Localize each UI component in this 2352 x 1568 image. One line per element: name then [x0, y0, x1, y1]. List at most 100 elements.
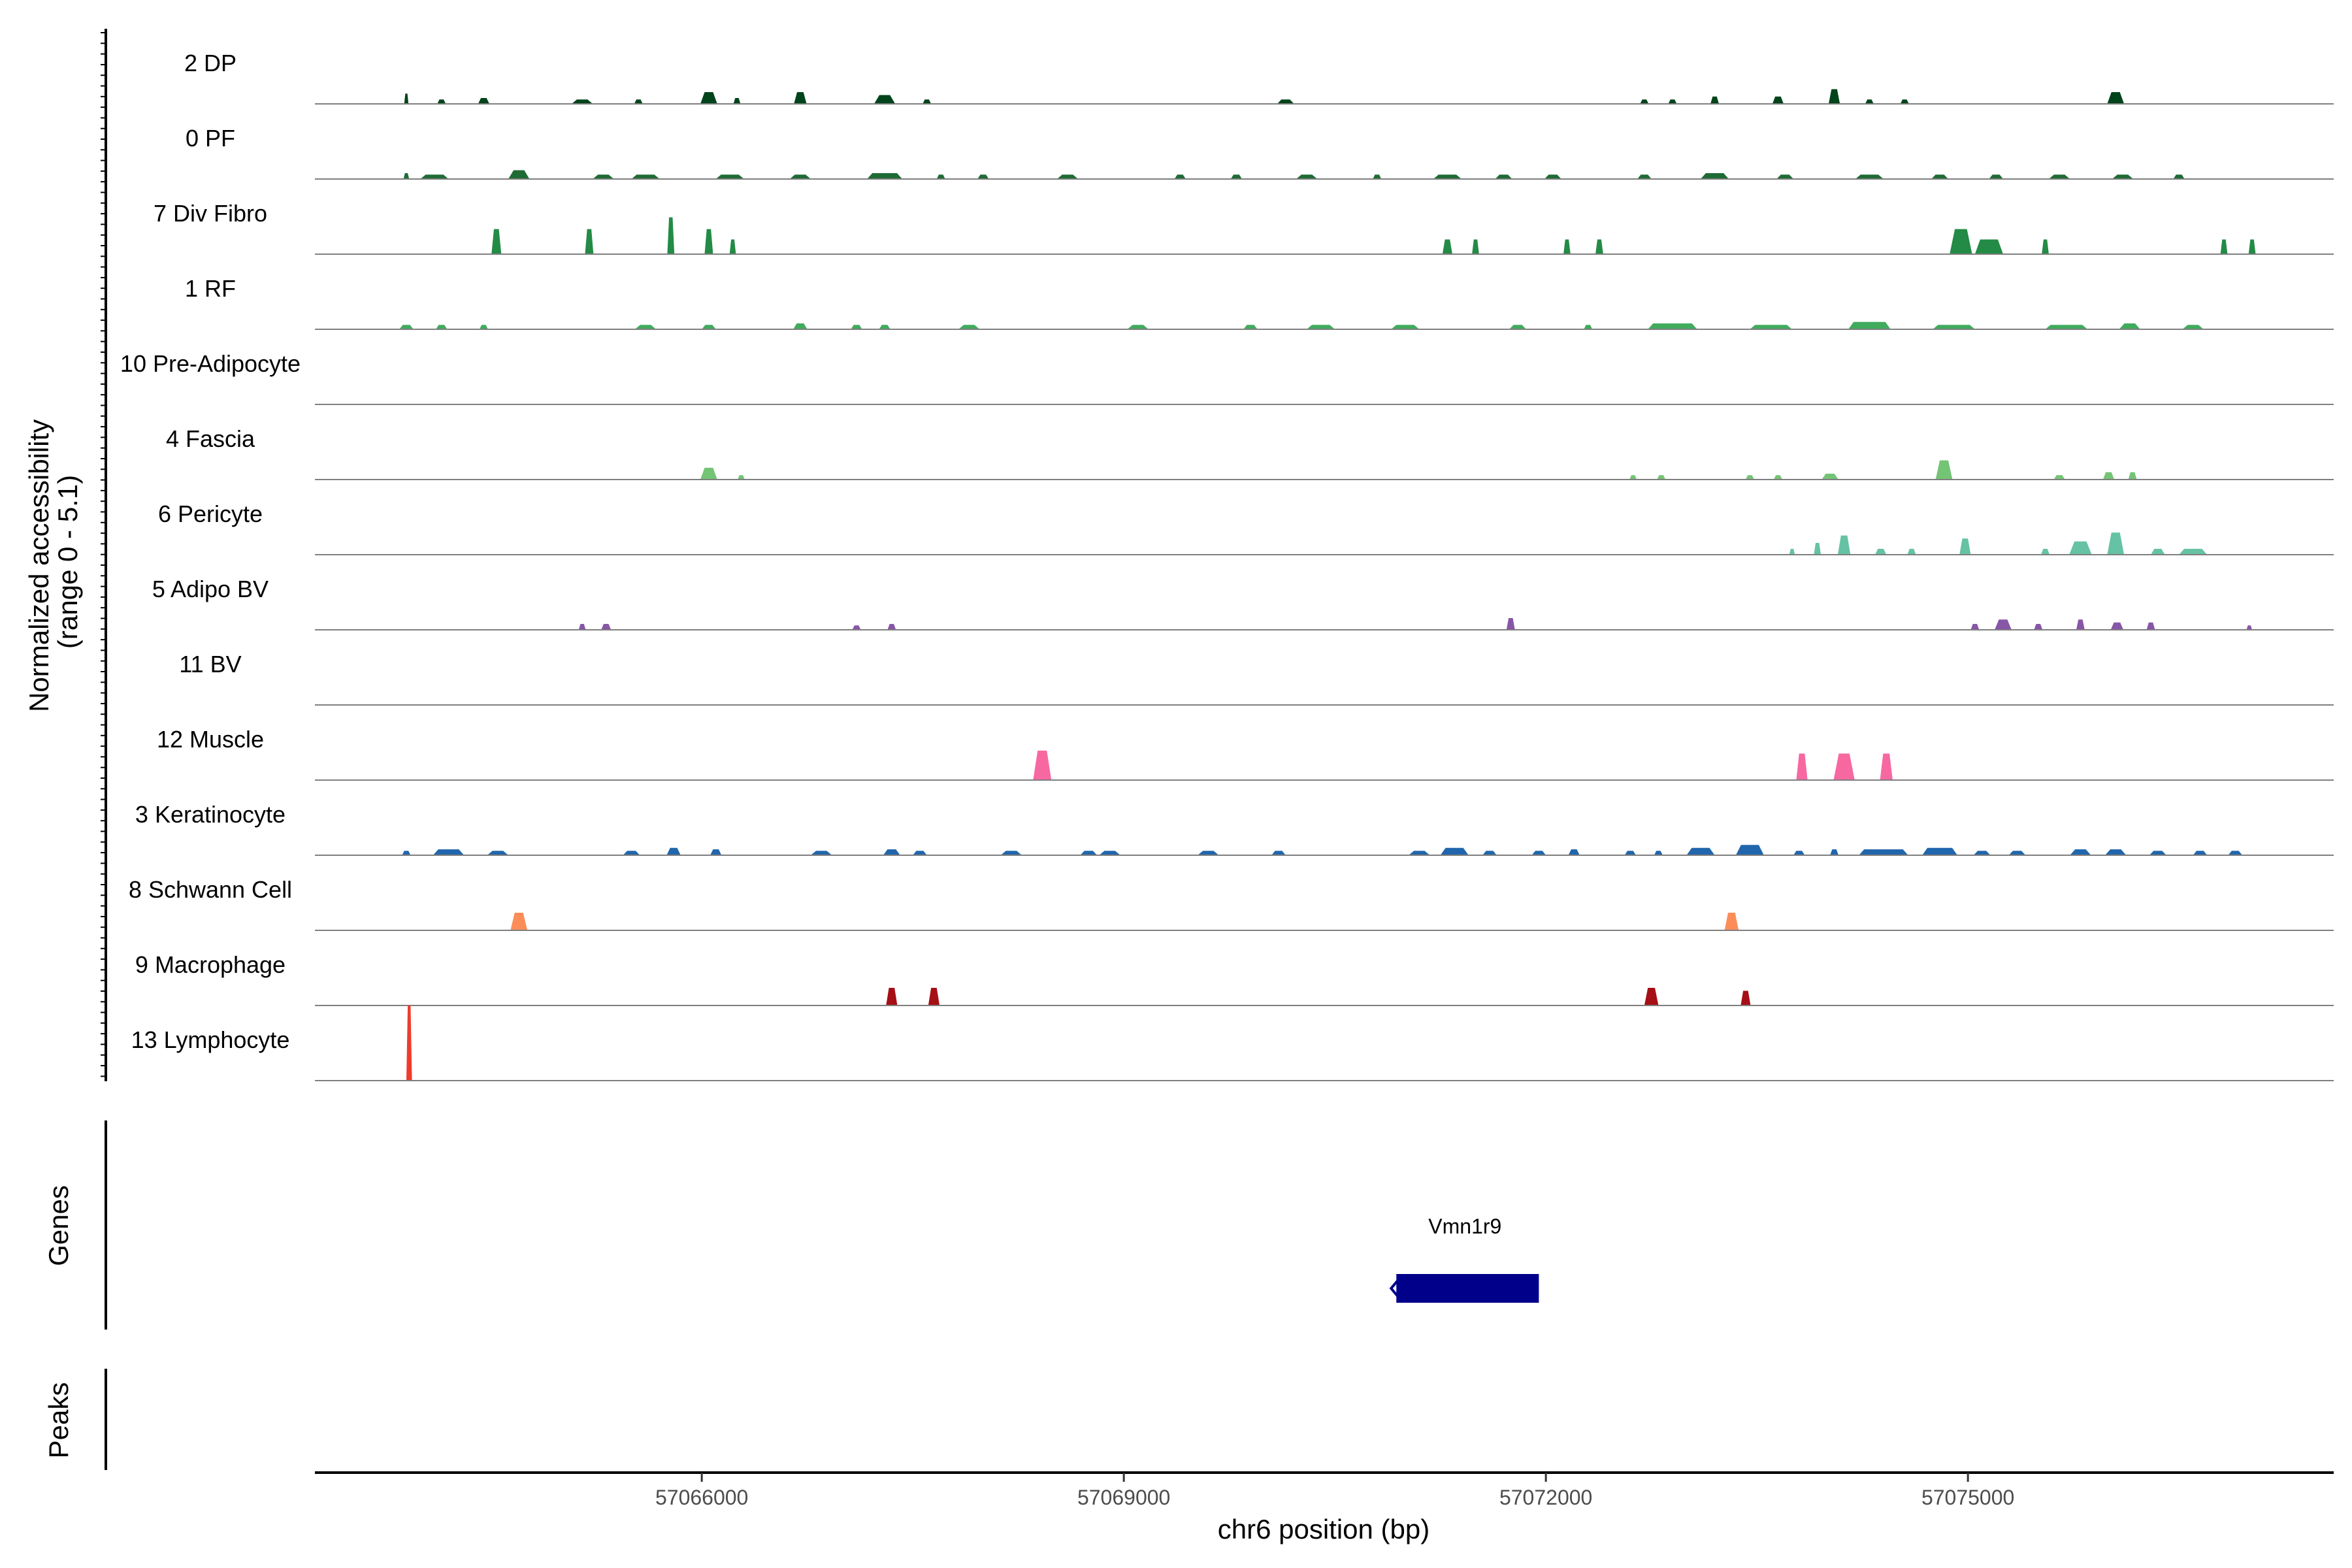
coverage-peak [913, 851, 927, 855]
coverage-peak [852, 625, 861, 630]
coverage-peak [958, 325, 980, 329]
coverage-peak [1745, 475, 1754, 480]
coverage-peak [710, 849, 722, 855]
coverage-peak [667, 217, 675, 254]
track-label: 13 Lymphocyte [131, 1026, 290, 1053]
coverage-peak [1440, 847, 1469, 855]
coverage-peak [2076, 619, 2085, 630]
coverage-peak [585, 229, 594, 254]
coverage-peak [510, 912, 528, 930]
track: 9 Macrophage [135, 951, 2334, 1006]
coverage-peak [406, 1005, 412, 1081]
coverage-peak [1296, 174, 1318, 179]
peaks-panel: Peaks [43, 1369, 107, 1470]
coverage-peak [1127, 325, 1149, 329]
coverage-peak [886, 987, 898, 1005]
coverage-y-axis [101, 29, 107, 1081]
coverage-peak [1629, 475, 1637, 480]
coverage-peak [1544, 174, 1561, 179]
coverage-peak [491, 229, 502, 254]
coverage-peak [1391, 325, 1420, 329]
coverage-peak [487, 851, 509, 855]
coverage-peak [402, 851, 411, 855]
coverage-peak [923, 99, 932, 104]
coverage-peak [1640, 99, 1649, 104]
track: 4 Fascia [166, 425, 2334, 480]
coverage-peak [1033, 750, 1052, 780]
coverage-peak [2119, 323, 2140, 329]
track-label: 1 RF [185, 275, 236, 302]
coverage-peak [631, 174, 660, 179]
coverage-peak [404, 93, 409, 104]
coverage-peak [593, 174, 614, 179]
coverage-peak [1710, 96, 1720, 104]
coverage-peak [634, 325, 657, 329]
coverage-peak [1701, 172, 1729, 179]
track-label: 7 Div Fibro [154, 200, 267, 227]
track: 3 Keratinocyte [135, 801, 2334, 856]
track: 0 PF [186, 125, 2334, 180]
coverage-peak [936, 174, 945, 179]
coverage-peak [2151, 548, 2165, 555]
coverage-peak [2173, 174, 2185, 179]
coverage-peak [1531, 851, 1546, 855]
track-label: 12 Muscle [157, 726, 264, 753]
coverage-peak [1243, 325, 1258, 329]
coverage-peak [2107, 532, 2125, 555]
coverage-peak [1848, 321, 1891, 329]
track-label: 11 BV [179, 651, 241, 678]
coverage-peak [1773, 475, 1782, 480]
coverage-peak [1772, 96, 1784, 104]
coverage-peak [1724, 912, 1739, 930]
coverage-peak [1970, 623, 1980, 630]
coverage-peak [1506, 617, 1515, 630]
coverage-peak [1648, 323, 1697, 329]
coverage-peak [2220, 239, 2228, 254]
coverage-peak [1793, 851, 1805, 855]
coverage-peak [700, 467, 717, 480]
track-label: 9 Macrophage [135, 951, 286, 978]
coverage-peak [2008, 851, 2026, 855]
coverage-peak [2070, 849, 2091, 855]
coverage-peak [2112, 174, 2134, 179]
coverage-peak [1056, 174, 1079, 179]
track: 12 Muscle [157, 726, 2334, 781]
coverage-peak [2069, 541, 2092, 555]
coverage-peak [1776, 174, 1794, 179]
coverage-peak [601, 623, 612, 630]
coverage-peak [479, 325, 488, 329]
coverage-peak [928, 987, 940, 1005]
coverage-tracks: 2 DP 0 PF 7 Div Fibro 1 RF 10 Pre-Adipocyte 4… [120, 50, 2334, 1081]
coverage-peak [2102, 472, 2115, 480]
coverage-peak [1307, 325, 1335, 329]
coverage-peak [1595, 239, 1603, 254]
coverage-peak [2042, 239, 2049, 254]
coverage-peak [1433, 174, 1462, 179]
coverage-peak [2248, 239, 2256, 254]
coverage-peak [715, 174, 744, 179]
coverage-peak [1865, 99, 1874, 104]
coverage-peak [2053, 475, 2065, 480]
coverage-peak [2128, 472, 2137, 480]
coverage-peak [1880, 753, 1893, 780]
coverage-peak [2228, 851, 2243, 855]
coverage-peak [1789, 548, 1795, 555]
coverage-peak [1900, 99, 1909, 104]
coverage-peak [1668, 99, 1677, 104]
track: 1 RF [185, 275, 2334, 330]
x-tick-label: 57069000 [1077, 1486, 1170, 1509]
coverage-peak [1654, 851, 1663, 855]
gene-strand-arrow [1389, 1279, 1399, 1298]
coverage-peak [623, 851, 640, 855]
coverage-peak [1482, 851, 1497, 855]
coverage-peak [1989, 174, 2003, 179]
coverage-peak [702, 325, 716, 329]
coverage-peak [571, 99, 593, 104]
coverage-peak [1740, 990, 1751, 1005]
coverage-peak [1933, 325, 1975, 329]
coverage-peak [879, 325, 890, 329]
coverage-peak [1735, 845, 1764, 855]
coverage-peak [1935, 460, 1953, 480]
coverage-peak [2149, 851, 2166, 855]
